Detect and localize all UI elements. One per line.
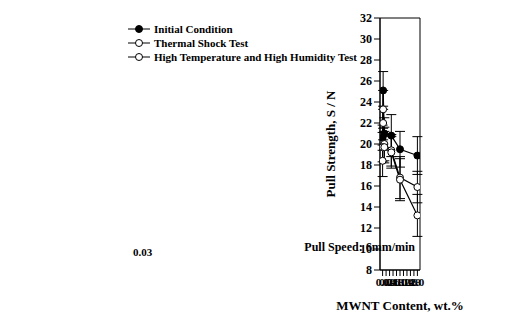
html-text:Initial Condition: Initial Condition <box>154 23 233 35</box>
svg-text:12: 12 <box>360 221 372 235</box>
html-text:0.03: 0.03 <box>133 246 153 258</box>
html-text:Thermal Shock Test: Thermal Shock Test <box>154 37 249 49</box>
html-text:Pull Speed: 6mm/min: Pull Speed: 6mm/min <box>304 240 415 254</box>
svg-text:20: 20 <box>360 137 372 151</box>
svg-text:18: 18 <box>360 158 372 172</box>
svg-text:22: 22 <box>360 116 372 130</box>
svg-text:16: 16 <box>360 179 372 193</box>
svg-text:2.0: 2.0 <box>411 276 425 288</box>
svg-text:Pull Strength, S / N: Pull Strength, S / N <box>323 90 338 198</box>
svg-text:24: 24 <box>360 95 372 109</box>
svg-text:14: 14 <box>360 200 372 214</box>
svg-text:26: 26 <box>360 74 372 88</box>
html-text:High Temperature and High Humi: High Temperature and High Humidity Test <box>154 51 357 63</box>
svg-text:30: 30 <box>360 32 372 46</box>
svg-text:MWNT Content, wt.%: MWNT Content, wt.% <box>336 298 464 313</box>
svg-text:8: 8 <box>366 263 372 277</box>
svg-text:32: 32 <box>360 11 372 25</box>
svg-text:28: 28 <box>360 53 372 67</box>
